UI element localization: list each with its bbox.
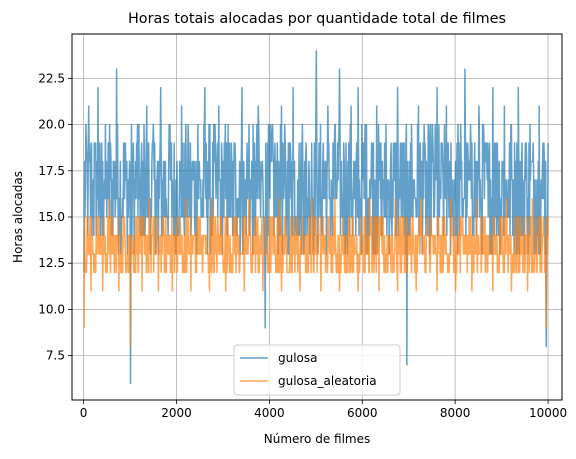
legend-label-gulosa: gulosa <box>278 351 318 365</box>
y-tick-label: 10.0 <box>38 302 65 316</box>
x-axis-label: Número de filmes <box>264 432 371 446</box>
y-tick-label: 12.5 <box>38 256 65 270</box>
y-tick-label: 20.0 <box>38 118 65 132</box>
x-tick-label: 8000 <box>440 406 471 420</box>
series-line-gulosa-aleatoria <box>84 199 548 347</box>
y-axis-label: Horas alocadas <box>11 171 25 263</box>
y-tick-label: 15.0 <box>38 210 65 224</box>
x-axis-ticks: 0 2000 4000 6000 8000 10000 <box>80 400 567 420</box>
chart-title: Horas totais alocadas por quantidade tot… <box>128 11 506 27</box>
legend: gulosa gulosa_aleatoria <box>234 345 400 395</box>
x-tick-label: 6000 <box>347 406 378 420</box>
x-tick-label: 10000 <box>529 406 567 420</box>
y-tick-label: 22.5 <box>38 71 65 85</box>
x-tick-label: 0 <box>80 406 88 420</box>
legend-label-gulosa-aleatoria: gulosa_aleatoria <box>278 374 377 388</box>
x-tick-label: 4000 <box>254 406 285 420</box>
x-tick-label: 2000 <box>161 406 192 420</box>
y-tick-label: 7.5 <box>46 349 65 363</box>
y-tick-label: 17.5 <box>38 164 65 178</box>
y-axis-ticks: 7.5 10.0 12.5 15.0 17.5 20.0 22.5 <box>38 71 72 362</box>
